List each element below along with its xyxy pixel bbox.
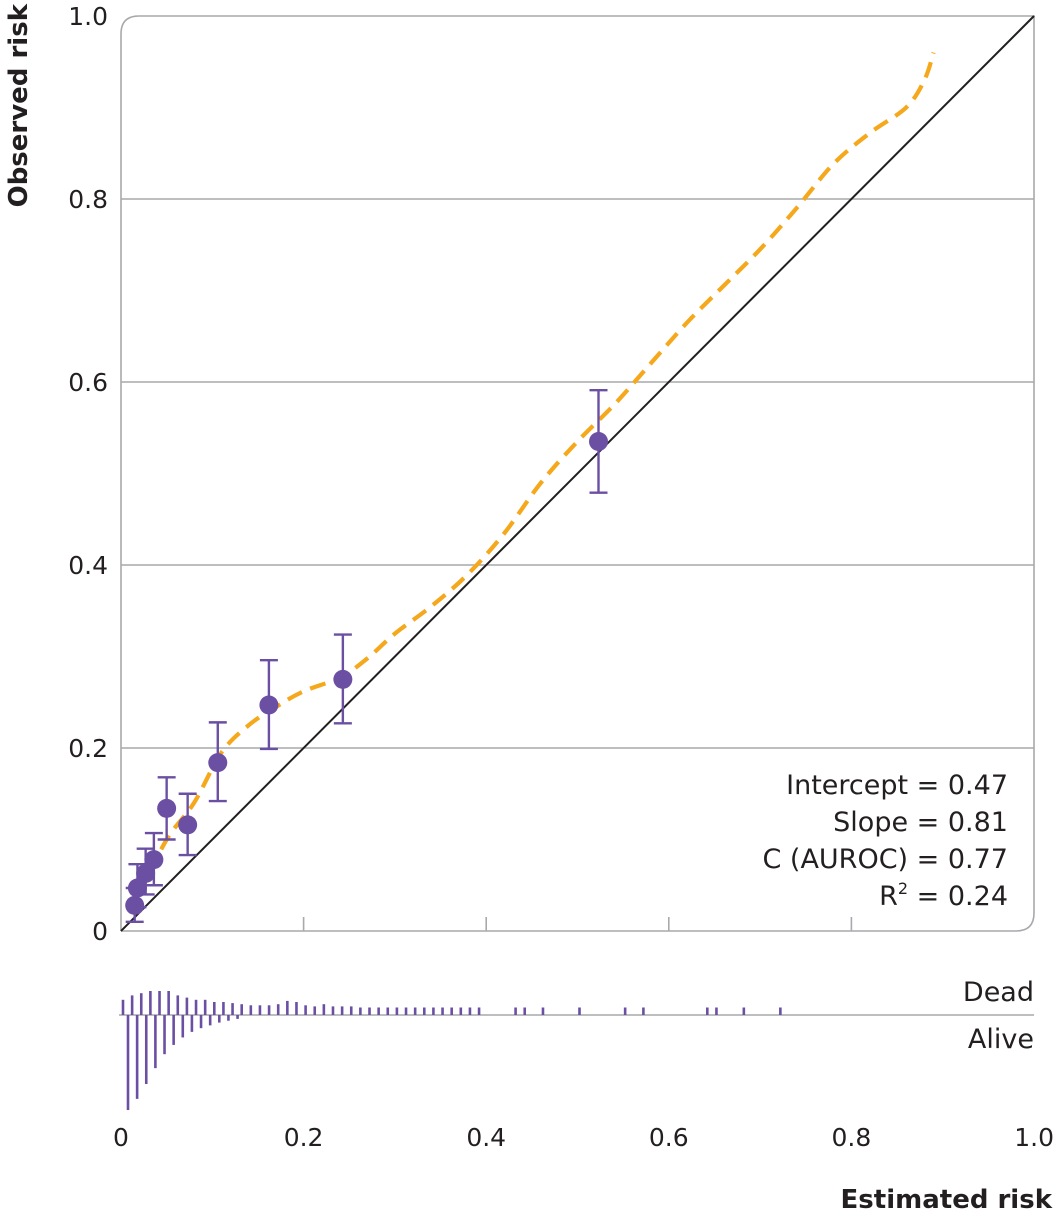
outcome-rug-panel: Dead Alive [119, 977, 1034, 1110]
x-tick-label: 0.4 [466, 1123, 506, 1152]
observation-point [588, 431, 608, 451]
observation-point-group [178, 792, 198, 857]
observation-point [178, 815, 198, 835]
y-tick-label: 0.6 [68, 368, 108, 397]
rug-dead-marks [121, 991, 782, 1015]
x-tick-label: 0.6 [649, 1123, 689, 1152]
r2-value: = 0.24 [908, 881, 1008, 912]
intercept-stat: Intercept = 0.47 [786, 770, 1008, 801]
observation-point-group [157, 776, 177, 841]
observation-point [125, 895, 145, 915]
y-tick-label: 1.0 [68, 2, 108, 31]
x-tick-label: 0.8 [832, 1123, 872, 1152]
observation-point-group [208, 721, 228, 803]
fit-statistics: Intercept = 0.47 Slope = 0.81 C (AUROC) … [762, 770, 1008, 912]
x-tick-marks [302, 917, 853, 931]
r2-base: R [879, 881, 898, 912]
smoothed-calibration-curve [137, 51, 936, 896]
slope-stat: Slope = 0.81 [833, 807, 1008, 838]
observation-point-group [333, 633, 353, 725]
observation-point [144, 850, 164, 870]
r2-superscript: 2 [898, 879, 908, 898]
x-tick-labels: 0 0.2 0.4 0.6 0.8 1.0 [113, 1123, 1054, 1152]
rug-alive-marks [126, 1015, 239, 1110]
y-tick-label: 0 [92, 917, 108, 946]
x-axis-title: Estimated risk [841, 1185, 1053, 1215]
observation-point [208, 753, 228, 773]
y-tick-label: 0.4 [68, 551, 108, 580]
x-tick-label: 0 [113, 1123, 129, 1152]
observation-point-group [144, 831, 164, 887]
observation-point-group [259, 658, 279, 751]
x-tick-label: 0.2 [284, 1123, 324, 1152]
auroc-stat: C (AUROC) = 0.77 [762, 844, 1008, 875]
rug-alive-label: Alive [968, 1024, 1034, 1055]
rug-dead-label: Dead [963, 977, 1034, 1008]
observation-point [157, 798, 177, 818]
observation-point [259, 695, 279, 715]
y-tick-label: 0.2 [68, 734, 108, 763]
plot-area [120, 15, 1035, 932]
observation-point-group [588, 389, 608, 494]
y-axis-title: Observed risk [4, 3, 34, 207]
plot-frame [120, 15, 1035, 932]
r2-stat: R2 = 0.24 [879, 879, 1008, 912]
observation-point [333, 669, 353, 689]
observation-point [127, 878, 147, 898]
x-tick-label: 1.0 [1014, 1123, 1054, 1152]
reference-line [120, 15, 1035, 932]
grouped-observations [125, 389, 608, 924]
y-tick-label: 0.8 [68, 185, 108, 214]
observation-point [136, 863, 156, 883]
y-tick-labels: 0 0.2 0.4 0.6 0.8 1.0 [68, 2, 108, 946]
